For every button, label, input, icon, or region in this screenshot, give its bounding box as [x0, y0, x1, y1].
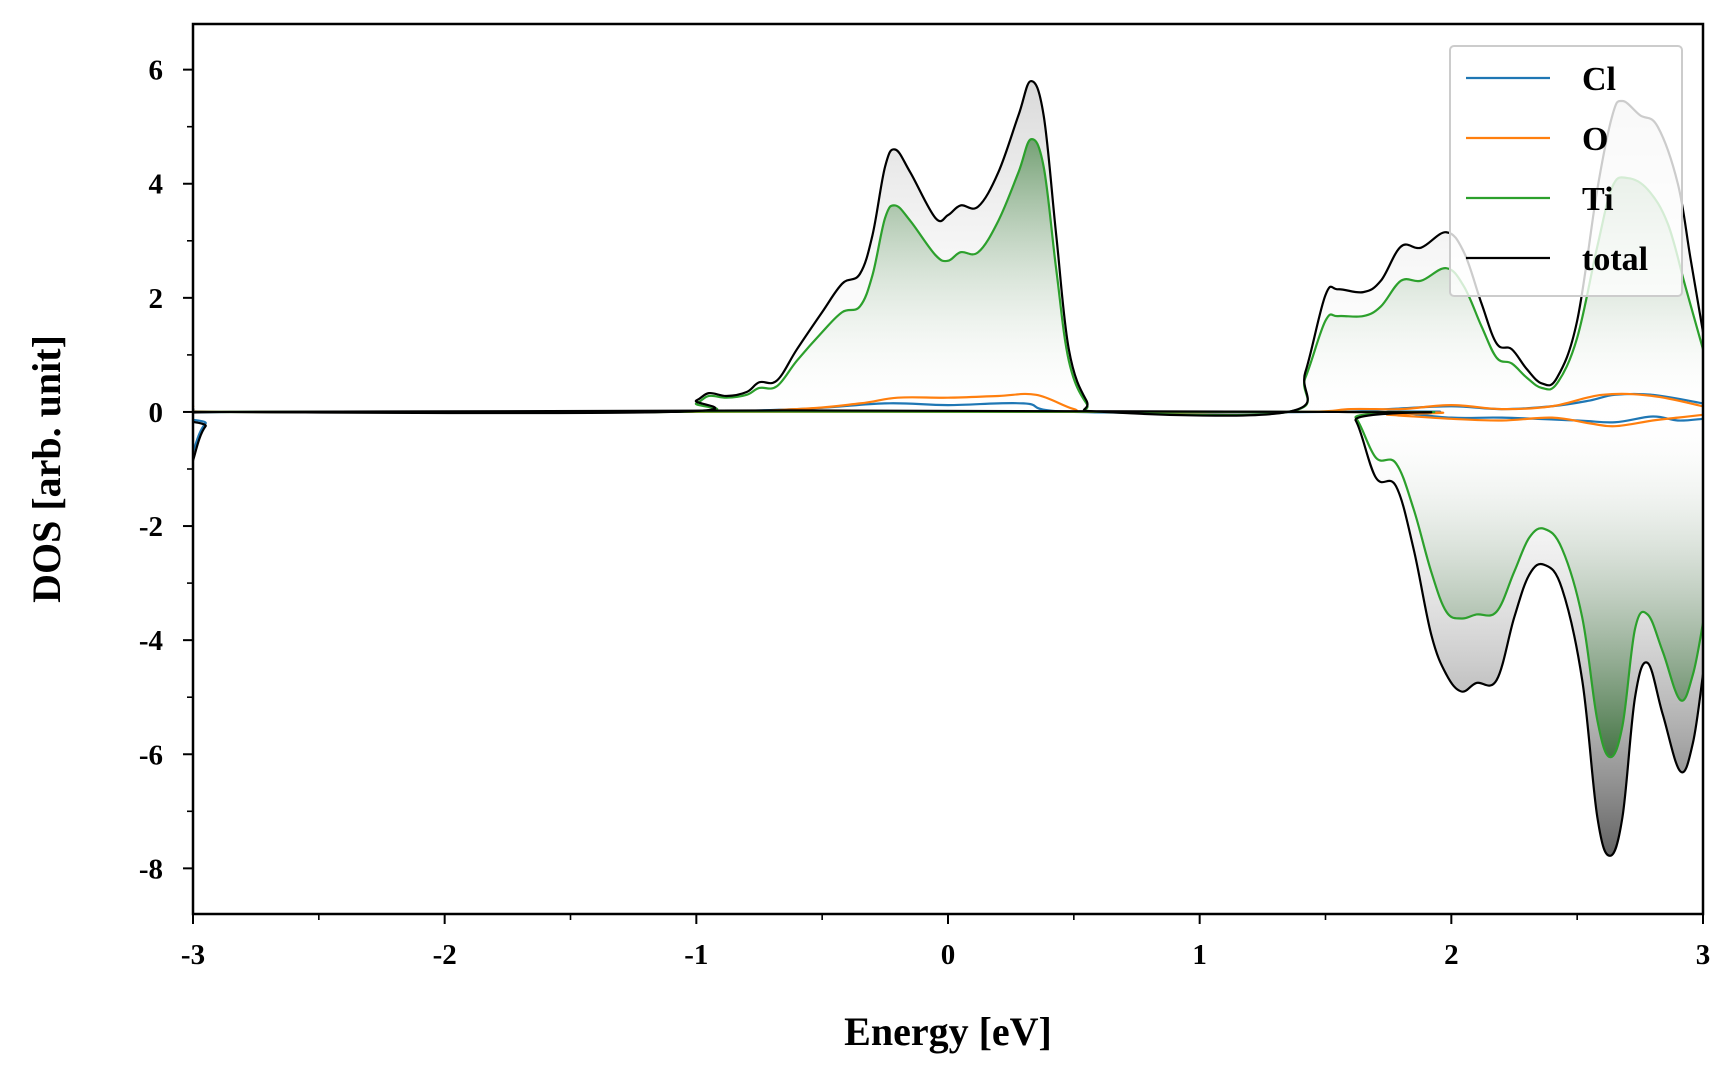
x-tick-label: 0	[941, 939, 956, 971]
dos-series-lines	[193, 79, 1703, 857]
legend-label-total: total	[1582, 241, 1648, 278]
legend-label-o: O	[1582, 121, 1608, 158]
legend-label-ti: Ti	[1582, 181, 1614, 218]
x-tick-label: 1	[1192, 939, 1207, 971]
ti-up-fill	[193, 139, 1703, 416]
y-axis-title: DOS [arb. unit]	[24, 335, 69, 603]
x-tick-label: -2	[433, 939, 457, 971]
x-tick-label: 3	[1696, 939, 1711, 971]
x-axis: -3 -2 -1 0 1 2 3	[181, 914, 1710, 971]
y-tick-label: 4	[149, 169, 164, 201]
x-tick-label: -1	[684, 939, 708, 971]
y-tick-label: -8	[139, 853, 163, 885]
total-spin-down-line	[193, 409, 1703, 857]
y-tick-label: 2	[149, 283, 164, 315]
y-axis: -8 -6 -4 -2 0 2 4 6	[139, 55, 193, 885]
ti-spin-up-line	[193, 138, 1703, 417]
legend-box	[1449, 45, 1683, 297]
x-axis-title: Energy [eV]	[844, 1009, 1052, 1054]
legend-label-cl: Cl	[1582, 61, 1616, 98]
dos-fill-areas	[193, 81, 1703, 856]
y-tick-label: 0	[149, 397, 164, 429]
total-spin-up-line	[193, 79, 1703, 417]
ti-down-fill	[193, 411, 1703, 758]
y-tick-label: -6	[139, 739, 163, 771]
y-tick-label: -4	[139, 625, 163, 657]
x-tick-label: -3	[181, 939, 205, 971]
y-tick-label: -2	[139, 511, 163, 543]
legend: Cl O Ti total	[1449, 45, 1683, 297]
y-tick-label: 6	[149, 55, 164, 87]
x-tick-label: 2	[1444, 939, 1459, 971]
